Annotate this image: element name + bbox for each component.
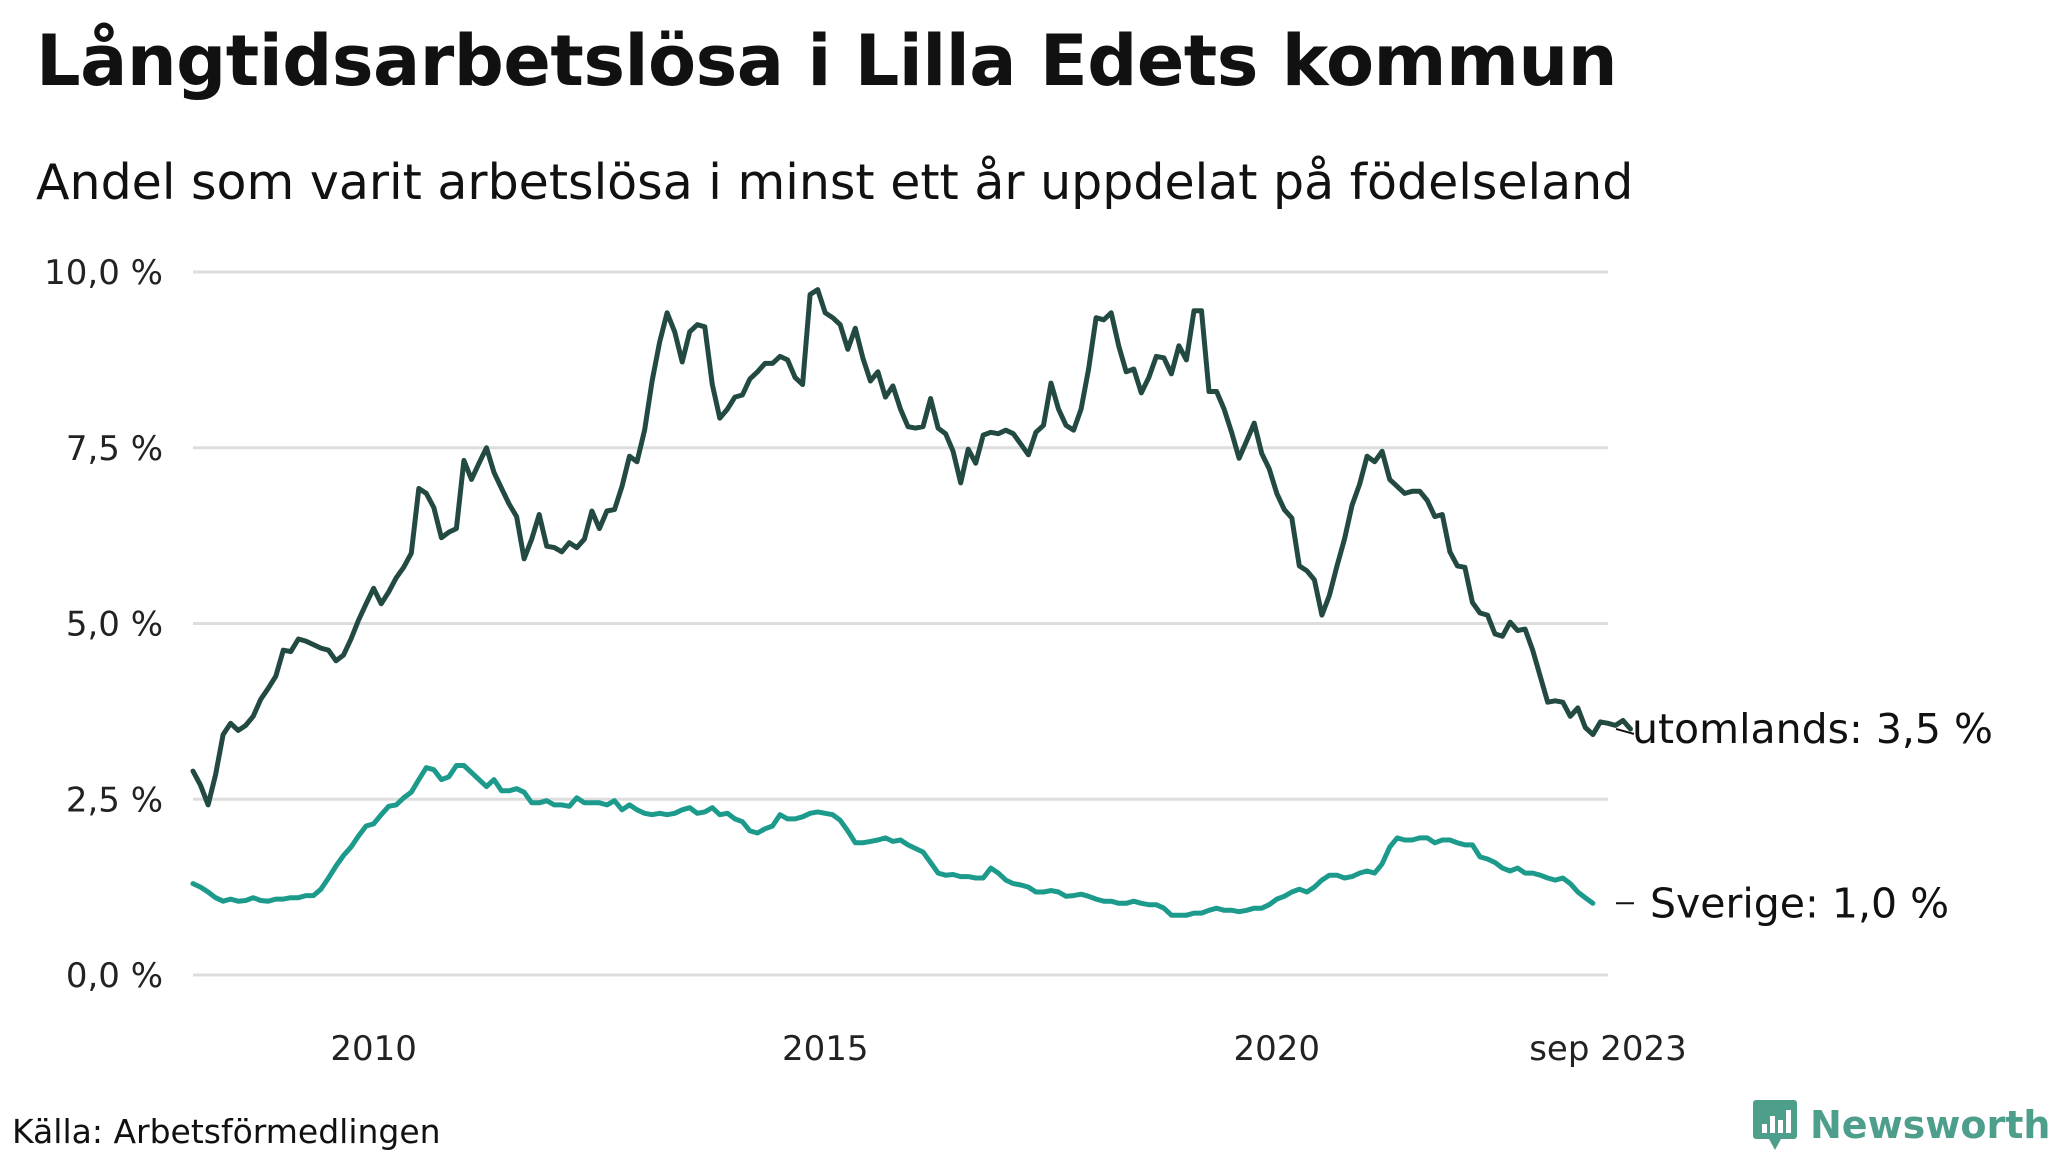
- source-note: Källa: Arbetsförmedlingen: [12, 1112, 441, 1151]
- x-tick-label: 2020: [1234, 1029, 1321, 1069]
- x-tick-label: 2015: [782, 1029, 869, 1069]
- line-chart: 0,0 % 2,5 % 5,0 % 7,5 % 10,0 % 2010 2015 2020 s…: [44, 253, 1993, 1069]
- y-tick-label: 10,0 %: [44, 253, 163, 293]
- chart-subtitle: Andel som varit arbetslösa i minst ett å…: [36, 154, 1634, 211]
- series-line-utomlands: [190, 287, 1633, 808]
- y-tick-label: 2,5 %: [66, 780, 163, 820]
- brand-name: Newsworthy: [1810, 1103, 2048, 1147]
- series-end-labels: utomlands: 3,5 % Sverige: 1,0 %: [1615, 705, 1993, 927]
- x-tick-label: 2010: [330, 1029, 417, 1069]
- series-line-sverige: [190, 763, 1596, 918]
- x-axis-labels: 2010 2015 2020 sep 2023: [330, 1029, 1686, 1069]
- x-tick-label: sep 2023: [1529, 1029, 1687, 1069]
- end-label-utomlands: utomlands: 3,5 %: [1632, 705, 1993, 753]
- end-label-connector: [1615, 727, 1635, 735]
- series-lines: [190, 287, 1633, 918]
- brand-logo: Newsworthy: [1752, 1098, 2048, 1152]
- y-gridlines: [193, 270, 1608, 977]
- y-axis-labels: 0,0 % 2,5 % 5,0 % 7,5 % 10,0 %: [44, 253, 163, 996]
- end-label-sverige: Sverige: 1,0 %: [1650, 879, 1949, 927]
- y-tick-label: 7,5 %: [66, 429, 163, 469]
- y-tick-label: 0,0 %: [66, 956, 163, 996]
- y-tick-label: 5,0 %: [66, 605, 163, 645]
- newsworthy-logo-icon: [1753, 1100, 1797, 1150]
- chart-title: Långtidsarbetslösa i Lilla Edets kommun: [36, 20, 1618, 102]
